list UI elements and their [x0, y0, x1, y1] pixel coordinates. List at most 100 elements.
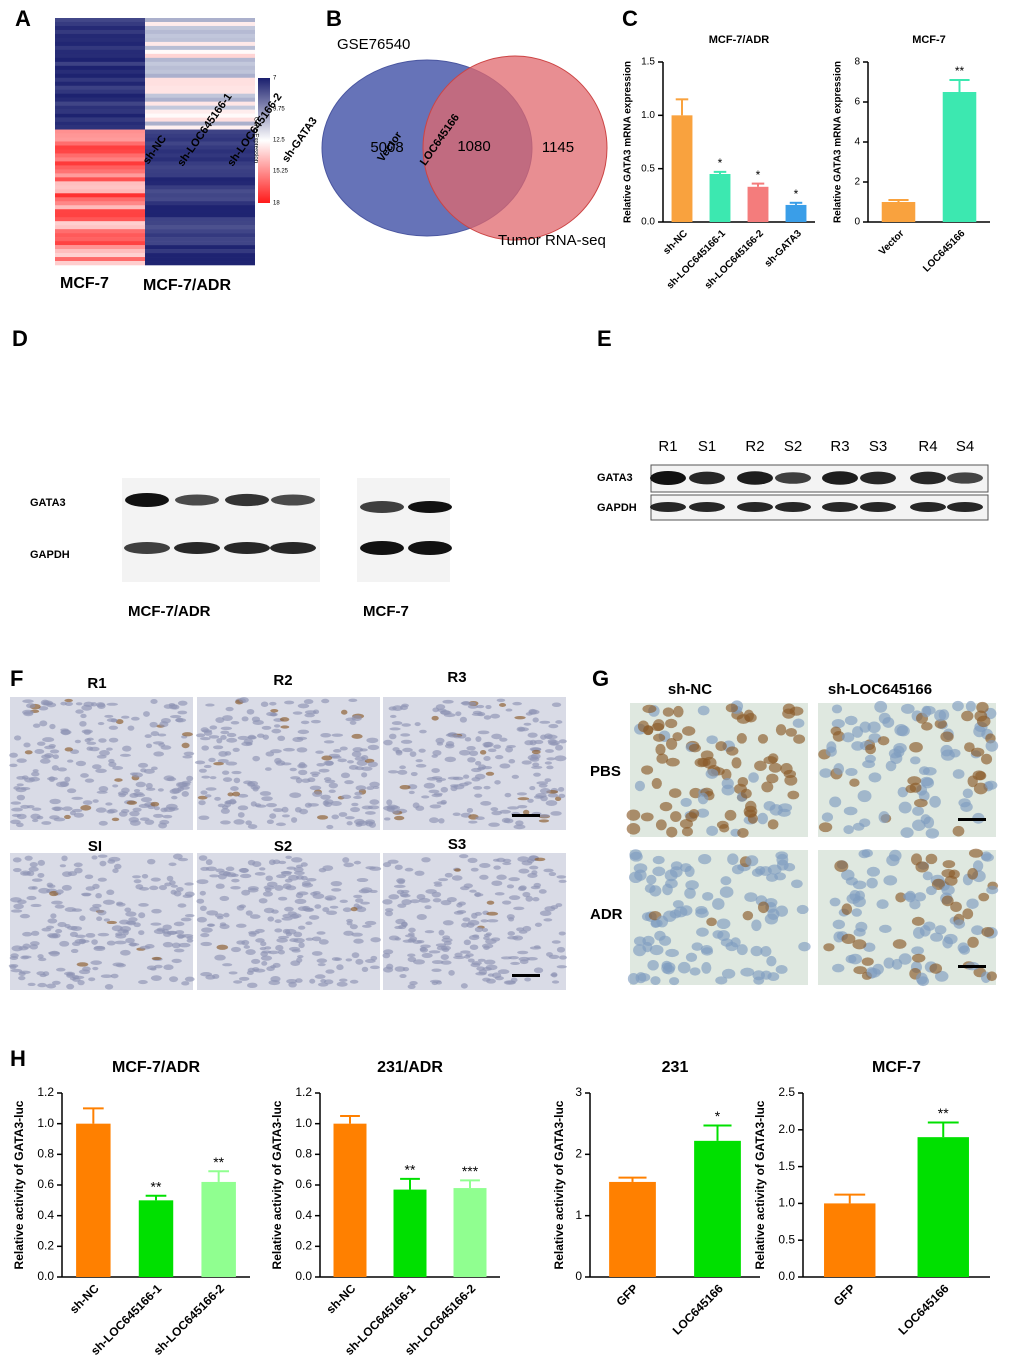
heat-cell	[55, 237, 145, 242]
nucleus	[238, 904, 247, 909]
nucleus	[388, 770, 399, 774]
nucleus	[415, 805, 425, 811]
nucleus	[219, 895, 230, 902]
nucleus	[349, 979, 359, 984]
nucleus	[672, 900, 684, 909]
nucleus	[317, 982, 329, 987]
nucleus	[673, 705, 684, 718]
nucleus	[778, 803, 793, 813]
heat-cell	[55, 189, 145, 194]
nucleus	[421, 952, 433, 959]
nucleus	[502, 862, 512, 866]
nucleus	[260, 955, 273, 961]
scale-bar	[512, 974, 540, 977]
y-tick-label: 4	[854, 137, 860, 148]
nucleus	[476, 767, 486, 771]
nucleus	[966, 898, 979, 909]
nucleus	[132, 875, 141, 879]
nucleus	[16, 794, 26, 801]
nucleus	[18, 975, 26, 981]
nucleus	[232, 747, 240, 752]
y-axis-label: Relative activity of GATA3-luc	[753, 1100, 767, 1269]
band	[360, 541, 404, 555]
nucleus	[535, 793, 547, 799]
nucleus	[367, 761, 378, 768]
bar	[694, 1140, 741, 1277]
nucleus	[275, 822, 286, 827]
nucleus	[305, 921, 313, 926]
nucleus	[633, 936, 646, 946]
nucleus	[793, 734, 806, 744]
nucleus	[263, 885, 275, 890]
nucleus	[819, 768, 832, 778]
nucleus	[30, 903, 42, 908]
nucleus	[10, 819, 21, 825]
lane-label: R1	[658, 438, 677, 455]
significance: **	[151, 1178, 162, 1194]
heat-cell	[55, 225, 145, 230]
nucleus	[121, 715, 130, 719]
nucleus	[431, 754, 438, 758]
chart-title: MCF-7	[912, 34, 946, 46]
heat-cell	[145, 173, 255, 178]
nucleus	[98, 786, 109, 792]
nucleus	[640, 812, 654, 822]
nucleus	[274, 928, 283, 933]
nucleus	[543, 918, 553, 922]
y-tick-label: 0.2	[37, 1239, 54, 1253]
nucleus	[230, 886, 241, 890]
nucleus	[77, 979, 85, 986]
nucleus	[261, 725, 272, 730]
nucleus	[834, 860, 849, 873]
nucleus	[201, 775, 211, 779]
nucleus	[551, 702, 562, 708]
nucleus	[133, 789, 141, 793]
heat-cell	[55, 57, 145, 63]
nucleus	[228, 971, 238, 975]
nucleus	[146, 965, 157, 971]
heat-cell	[145, 237, 255, 242]
nucleus	[558, 879, 567, 883]
nucleus	[421, 857, 431, 863]
nucleus	[80, 805, 92, 811]
nucleus	[169, 880, 176, 886]
nucleus	[401, 899, 412, 905]
nucleus	[353, 894, 363, 899]
nucleus	[66, 788, 77, 794]
nucleus	[736, 733, 747, 744]
nucleus	[49, 749, 60, 754]
nucleus	[297, 729, 310, 735]
colorbar	[258, 78, 270, 203]
nucleus	[73, 862, 83, 868]
nucleus	[173, 921, 185, 927]
nucleus	[877, 736, 890, 746]
heat-cell	[145, 97, 255, 102]
nucleus	[344, 780, 354, 785]
nucleus	[303, 699, 314, 705]
nucleus	[763, 756, 778, 765]
nucleus	[182, 755, 193, 759]
nucleus	[543, 868, 554, 873]
band	[124, 542, 170, 554]
nucleus	[399, 705, 408, 711]
heat-cell	[145, 229, 255, 234]
venn-set-label: GSE76540	[337, 36, 410, 53]
nucleus	[294, 806, 302, 813]
nucleus	[517, 804, 528, 809]
nucleus	[106, 702, 119, 706]
nucleus	[849, 778, 860, 787]
nucleus	[852, 726, 864, 738]
band	[860, 502, 896, 512]
nucleus	[285, 885, 297, 891]
nucleus	[408, 927, 416, 933]
nucleus	[952, 700, 964, 712]
nucleus	[467, 919, 480, 926]
band	[270, 542, 316, 554]
band	[125, 493, 169, 507]
nucleus	[96, 754, 107, 759]
nucleus	[309, 771, 321, 775]
nucleus	[721, 968, 736, 979]
nucleus	[544, 761, 552, 765]
nucleus	[522, 809, 530, 815]
